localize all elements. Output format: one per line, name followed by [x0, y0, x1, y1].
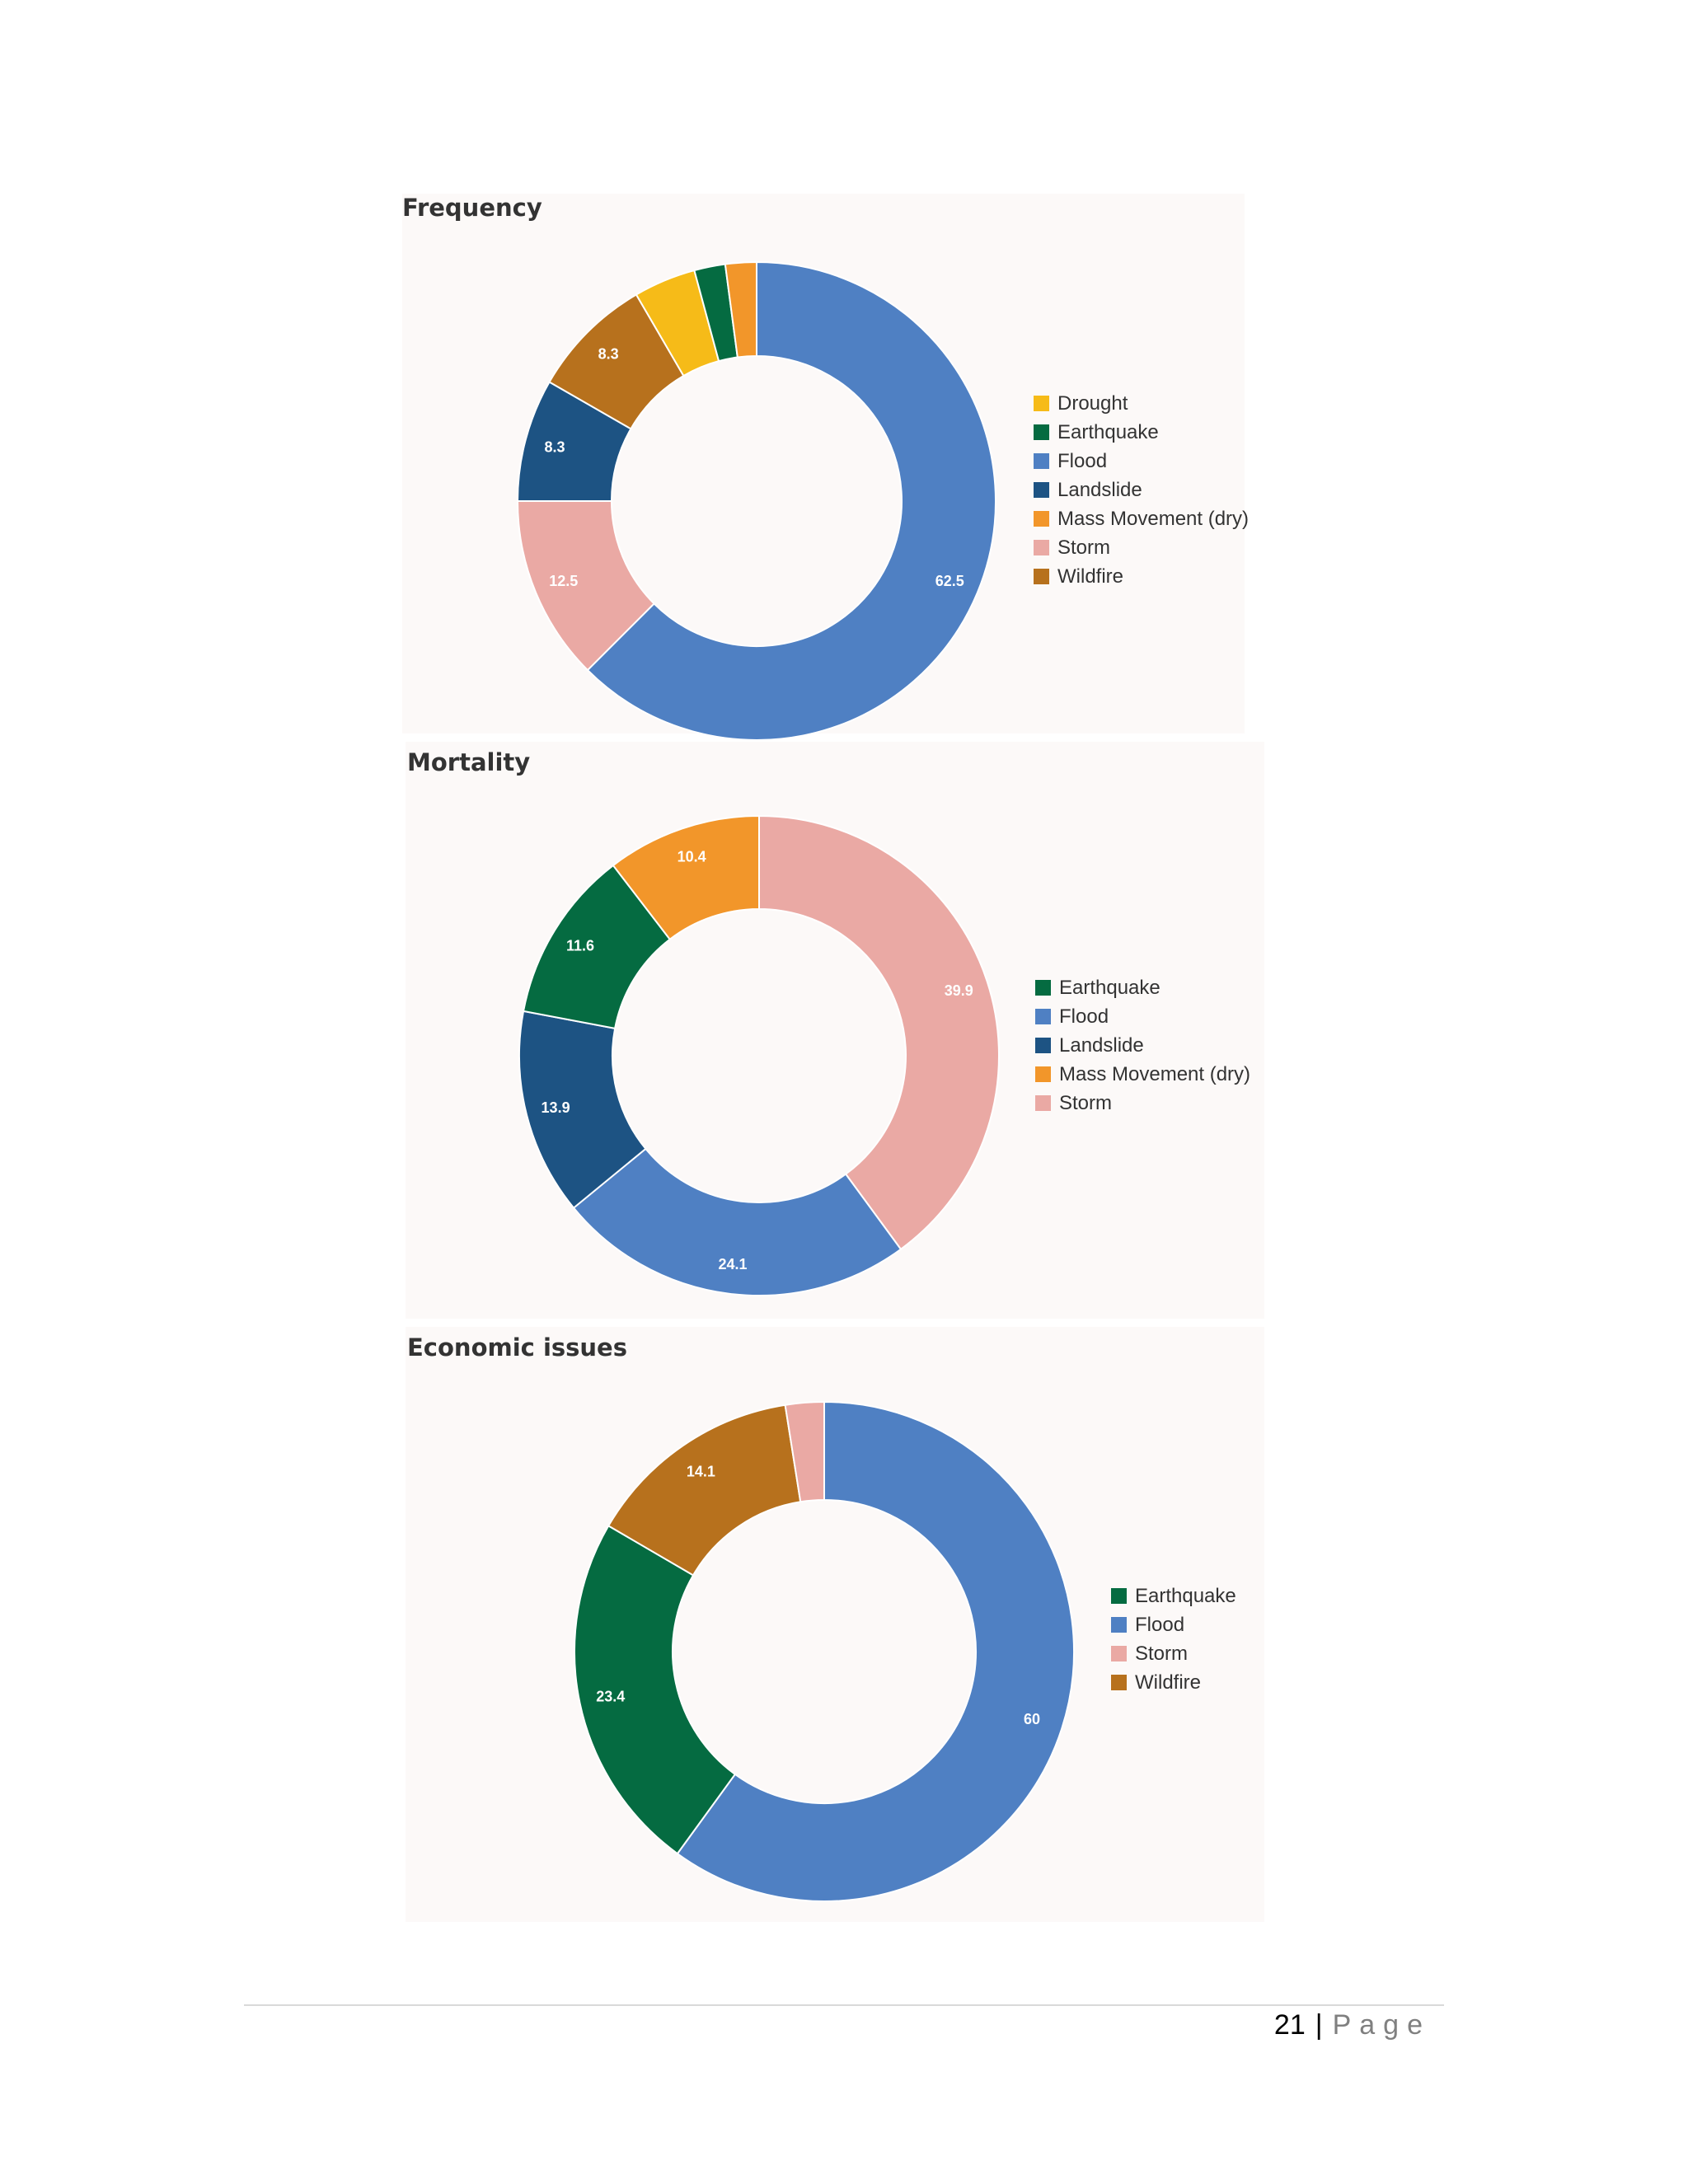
legend-label-mass-movement-dry: Mass Movement (dry) [1057, 507, 1250, 530]
legend-swatch-flood [1034, 453, 1049, 469]
legend-swatch-drought [1034, 396, 1049, 411]
legend-label-wildfire: Wildfire [1135, 1671, 1202, 1694]
page-word: Page [1332, 2009, 1431, 2041]
chart-title-economic-issues: Economic issues [407, 1333, 627, 1361]
legend-swatch-storm [1111, 1646, 1127, 1661]
legend-mortality: Earthquake Flood Landslide Mass Movement (d… [1035, 973, 1250, 1118]
data-label-landslide: 8.3 [545, 439, 565, 456]
legend-label-earthquake: Earthquake [1057, 420, 1159, 443]
donut-slice-flood [676, 1400, 1076, 1902]
donut-slice-flood [586, 260, 996, 741]
data-label-mass-movement-dry: 10.4 [678, 849, 706, 865]
legend-item-storm: Storm [1034, 533, 1249, 562]
legend-economic-issues: Earthquake Flood Storm Wildfire [1111, 1582, 1236, 1697]
legend-label-storm: Storm [1135, 1642, 1189, 1665]
donut-slice-mass-movement-dry [724, 260, 757, 359]
legend-swatch-earthquake [1034, 424, 1049, 440]
legend-swatch-mass-movement-dry [1034, 511, 1049, 527]
legend-label-landslide: Landslide [1057, 478, 1142, 501]
legend-label-earthquake: Earthquake [1059, 976, 1160, 999]
legend-swatch-wildfire [1111, 1675, 1127, 1690]
legend-swatch-storm [1035, 1095, 1051, 1111]
data-label-earthquake: 23.4 [596, 1689, 625, 1705]
legend-label-storm: Storm [1057, 536, 1111, 559]
data-label-landslide: 13.9 [542, 1099, 570, 1116]
page-number-separator: | [1315, 2009, 1323, 2041]
legend-label-storm: Storm [1059, 1091, 1113, 1114]
donut-slice-flood [572, 1147, 903, 1296]
legend-item-mass-movement-dry: Mass Movement (dry) [1035, 1060, 1250, 1089]
data-label-earthquake: 11.6 [566, 937, 594, 954]
data-label-storm: 12.5 [549, 573, 578, 589]
page-number: 21 | Page [1274, 2009, 1431, 2041]
page-number-value: 21 [1273, 2009, 1306, 2041]
legend-swatch-flood [1111, 1617, 1127, 1633]
legend-swatch-earthquake [1035, 980, 1051, 996]
legend-label-landslide: Landslide [1059, 1033, 1144, 1057]
legend-item-earthquake: Earthquake [1035, 973, 1250, 1002]
data-label-wildfire: 14.1 [687, 1463, 715, 1479]
legend-item-landslide: Landslide [1035, 1031, 1250, 1060]
legend-swatch-landslide [1034, 482, 1049, 498]
legend-item-flood: Flood [1034, 447, 1249, 476]
legend-swatch-landslide [1035, 1038, 1051, 1053]
data-label-wildfire: 8.3 [598, 345, 619, 362]
legend-item-storm: Storm [1035, 1089, 1250, 1118]
donut-slice-earthquake [574, 1525, 737, 1855]
legend-item-flood: Flood [1111, 1610, 1236, 1639]
legend-label-mass-movement-dry: Mass Movement (dry) [1059, 1062, 1251, 1085]
legend-label-earthquake: Earthquake [1135, 1584, 1236, 1607]
legend-frequency: Drought Earthquake Flood Landslide Mass Move… [1034, 389, 1249, 591]
legend-item-storm: Storm [1111, 1639, 1236, 1668]
data-label-flood: 60 [1024, 1711, 1040, 1727]
legend-swatch-wildfire [1034, 569, 1049, 584]
legend-item-mass-movement-dry: Mass Movement (dry) [1034, 504, 1249, 533]
footer-divider [244, 2004, 1444, 2006]
chart-title-frequency: Frequency [402, 194, 542, 222]
legend-label-drought: Drought [1057, 391, 1128, 415]
legend-item-drought: Drought [1034, 389, 1249, 418]
legend-swatch-earthquake [1111, 1588, 1127, 1604]
donut-slice-storm [784, 1400, 825, 1503]
legend-item-wildfire: Wildfire [1111, 1668, 1236, 1697]
legend-swatch-mass-movement-dry [1035, 1066, 1051, 1082]
chart-title-mortality: Mortality [407, 748, 531, 776]
legend-label-flood: Flood [1059, 1005, 1109, 1028]
legend-item-flood: Flood [1035, 1002, 1250, 1031]
legend-item-wildfire: Wildfire [1034, 562, 1249, 591]
donut-slice-mass-movement-dry [612, 814, 760, 941]
legend-item-earthquake: Earthquake [1034, 418, 1249, 447]
legend-swatch-storm [1034, 540, 1049, 555]
legend-label-flood: Flood [1135, 1613, 1185, 1636]
legend-swatch-flood [1035, 1009, 1051, 1024]
donut-slice-storm [758, 814, 1000, 1251]
data-label-flood: 62.5 [935, 573, 964, 589]
data-label-storm: 39.9 [945, 982, 973, 999]
data-label-flood: 24.1 [719, 1256, 748, 1272]
legend-label-wildfire: Wildfire [1057, 565, 1124, 588]
legend-label-flood: Flood [1057, 449, 1108, 472]
legend-item-earthquake: Earthquake [1111, 1582, 1236, 1610]
legend-item-landslide: Landslide [1034, 476, 1249, 504]
